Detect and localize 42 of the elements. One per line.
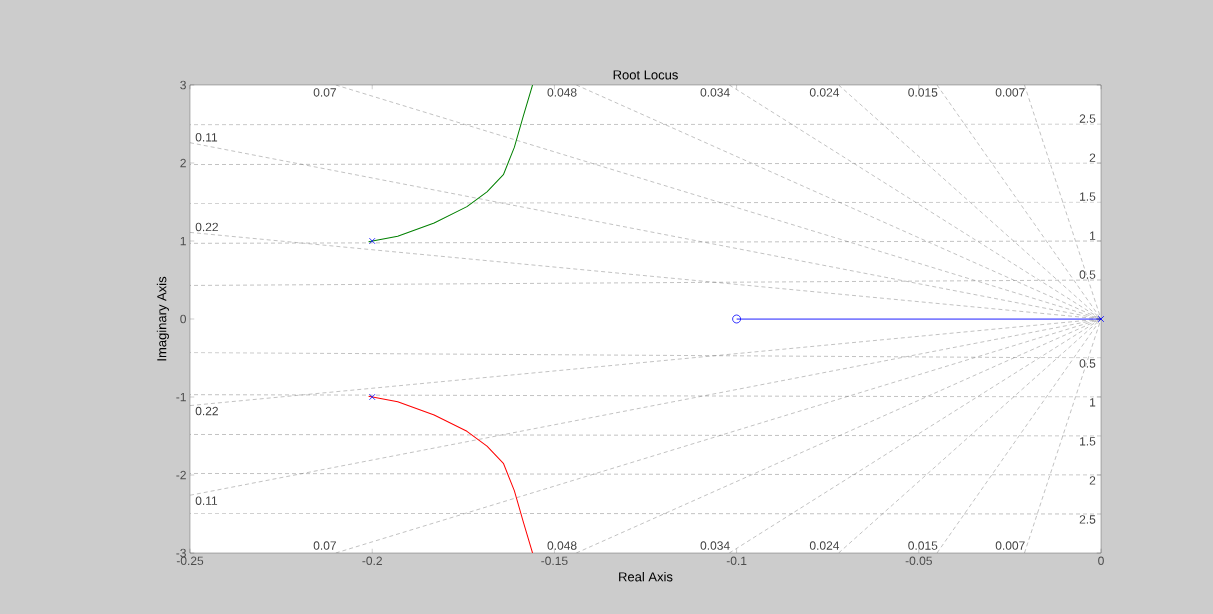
series-label: 0.015 bbox=[908, 541, 938, 550]
series-label: 1.5 bbox=[1080, 192, 1096, 201]
y-tick-label: 2 bbox=[180, 158, 186, 168]
series-label: 0.048 bbox=[547, 541, 577, 550]
series-label: 0.5 bbox=[1079, 270, 1096, 279]
x-tick-label: 0 bbox=[1098, 556, 1104, 566]
series-label: 0.11 bbox=[195, 496, 218, 505]
series-label: 2.5 bbox=[1079, 515, 1096, 524]
x-tick-label: -0.1 bbox=[726, 556, 747, 566]
series-label: 0.048 bbox=[547, 88, 577, 97]
series-label: 0.5 bbox=[1079, 359, 1096, 368]
series-label: 0.22 bbox=[195, 222, 218, 232]
y-tick-label: 1 bbox=[180, 236, 186, 246]
series-label: 0.07 bbox=[313, 88, 336, 97]
series-label: 0.034 bbox=[700, 541, 730, 550]
series-label: 1 bbox=[1090, 398, 1096, 407]
series-label: 2.5 bbox=[1079, 114, 1096, 123]
series-label: 0.11 bbox=[195, 133, 218, 142]
y-tick-label: -3 bbox=[176, 548, 186, 558]
x-axis-title: Real Axis bbox=[619, 571, 673, 582]
series-label: 0.024 bbox=[809, 88, 840, 97]
y-tick-label: 0 bbox=[180, 314, 187, 324]
y-tick-label: -1 bbox=[176, 392, 186, 402]
series-label: 2 bbox=[1089, 153, 1096, 162]
x-tick-label: -0.25 bbox=[176, 556, 204, 566]
series-label: 0.015 bbox=[908, 88, 938, 97]
series-label: 2 bbox=[1089, 476, 1096, 485]
y-tick-label: 3 bbox=[180, 80, 186, 90]
series-label: 0.024 bbox=[809, 541, 840, 550]
series-label: 1 bbox=[1090, 231, 1096, 240]
x-tick-label: -0.15 bbox=[541, 556, 568, 566]
series-label: 1.5 bbox=[1080, 437, 1096, 446]
series-label: 0.034 bbox=[700, 88, 730, 97]
series-label: 0.07 bbox=[313, 541, 336, 550]
series-label: 0.007 bbox=[995, 541, 1025, 550]
y-tick-label: -2 bbox=[176, 470, 186, 480]
y-axis-title: Imaginary Axis bbox=[156, 276, 169, 361]
series-label: 0.007 bbox=[995, 88, 1025, 97]
series-label: 0.22 bbox=[195, 406, 218, 416]
chart-title: Root Locus bbox=[613, 70, 678, 80]
x-tick-label: -0.05 bbox=[905, 556, 932, 566]
x-tick-label: -0.2 bbox=[362, 556, 382, 566]
